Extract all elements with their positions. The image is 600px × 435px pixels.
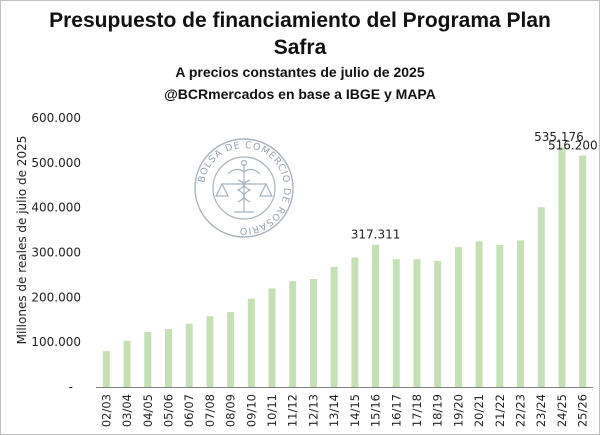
y-tick-label: 300.000 — [31, 246, 81, 260]
x-tick-label: 05/06 — [161, 394, 175, 427]
bar — [309, 278, 317, 387]
data-label: 535.176 — [534, 130, 584, 144]
x-tick-label: 09/10 — [244, 394, 258, 427]
bar — [247, 298, 255, 387]
x-tick-label: 16/17 — [389, 394, 403, 427]
x-tick-label: 17/18 — [410, 394, 424, 427]
x-tick-label: 10/11 — [265, 394, 279, 427]
x-tick-label: 18/19 — [431, 394, 445, 427]
x-tick-label: 07/08 — [203, 394, 217, 427]
bar — [496, 244, 504, 387]
x-tick-label: 19/20 — [451, 394, 465, 427]
chart-title-line1: Presupuesto de financiamiento del Progra… — [49, 9, 551, 32]
y-tick-label: 100.000 — [31, 335, 81, 349]
bar — [454, 247, 462, 387]
chart-subtitle: A precios constantes de julio de 2025 — [175, 64, 425, 80]
x-tick-label: 22/23 — [514, 394, 528, 427]
bar — [351, 257, 359, 387]
bar — [392, 259, 400, 387]
chart-title: Presupuesto de financiamiento del Progra… — [1, 7, 599, 61]
x-tick-label: 13/14 — [327, 394, 341, 427]
x-tick-label: 15/16 — [369, 394, 383, 427]
bar — [227, 312, 235, 387]
seal-inner-ring — [212, 156, 276, 220]
bar — [413, 259, 421, 387]
x-tick-label: 06/07 — [182, 394, 196, 427]
x-tick-label: 23/24 — [534, 394, 548, 427]
bar — [579, 155, 587, 387]
x-tick-label: 12/13 — [306, 394, 320, 427]
seal-outer-ring — [194, 138, 294, 238]
x-tick-label: 04/05 — [141, 394, 155, 427]
bar — [330, 266, 338, 387]
x-tick-label: 08/09 — [224, 394, 238, 427]
x-tick-label: 20/21 — [472, 394, 486, 427]
x-axis: 02/03 03/04 04/05 05/06 06/07 07/08 08/09 09/10… — [96, 387, 593, 427]
bar — [164, 329, 172, 387]
data-label: 317.311 — [351, 228, 401, 242]
watermark-seal: BOLSA DE COMERCIO DE ROSARIO — [194, 138, 294, 238]
bar — [289, 281, 297, 387]
bar — [475, 241, 483, 387]
bar — [517, 240, 525, 387]
caduceus-scales-icon — [215, 159, 273, 213]
x-tick-label: 02/03 — [99, 394, 113, 427]
bar — [185, 323, 193, 387]
x-tick-label: 25/26 — [576, 394, 590, 427]
data-label: 516.200 — [548, 139, 598, 153]
y-tick-label: - — [69, 380, 73, 394]
bar — [434, 261, 442, 387]
bar — [537, 207, 545, 387]
bar — [268, 288, 276, 387]
bar — [206, 316, 214, 387]
y-tick-label: 400.000 — [31, 201, 81, 215]
x-tick-label: 21/22 — [493, 394, 507, 427]
chart-title-line2: Safra — [273, 36, 327, 59]
x-tick-label: 03/04 — [120, 394, 134, 427]
x-tick-label: 14/15 — [348, 394, 362, 427]
chart-source: @BCRmercados en base a IBGE y MAPA — [164, 86, 436, 102]
x-tick-label: 24/25 — [555, 394, 569, 427]
y-axis: - 100.000 200.000 300.000 400.000 500.000 600.… — [31, 111, 81, 394]
bar — [558, 147, 566, 387]
y-tick-label: 200.000 — [31, 290, 81, 304]
bar — [102, 351, 110, 387]
bars-group — [102, 147, 587, 387]
bar — [144, 331, 152, 387]
x-tick-label: 11/12 — [286, 394, 300, 427]
y-tick-label: 500.000 — [31, 156, 81, 170]
y-tick-label: 600.000 — [31, 111, 81, 125]
bar — [123, 340, 131, 387]
bar — [372, 244, 380, 387]
